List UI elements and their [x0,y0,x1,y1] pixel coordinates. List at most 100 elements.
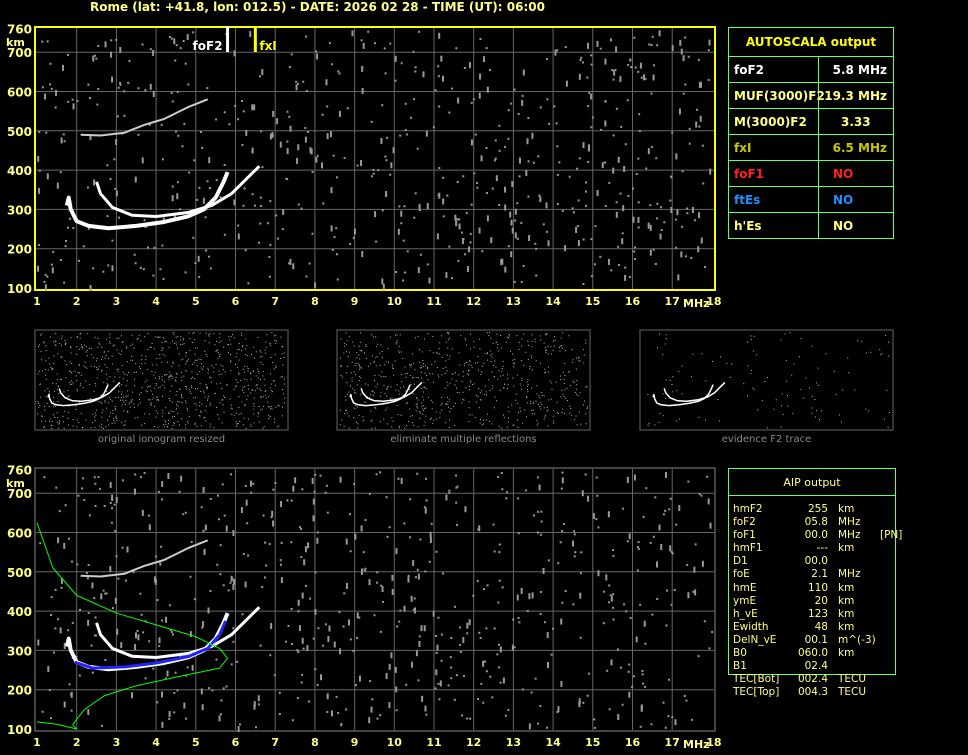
noise-dot [57,421,59,423]
noise-dot [389,42,392,45]
noise-dot [423,424,425,426]
noise-dot [220,382,222,384]
noise-dot [218,715,221,722]
noise-dot [635,173,638,176]
noise-dot [286,499,289,502]
noise-dot [427,396,429,398]
noise-dot [48,390,50,392]
noise-dot [222,368,224,370]
noise-dot [574,551,577,554]
noise-dot [269,373,271,375]
noise-dot [229,398,231,400]
noise-dot [409,374,411,376]
noise-dot [480,682,483,685]
noise-dot [436,366,438,368]
noise-dot [604,58,607,65]
noise-dot [61,64,64,71]
noise-dot [137,87,140,90]
noise-dot [418,411,420,413]
noise-dot [487,359,489,361]
noise-dot [222,399,224,401]
noise-dot [696,108,699,111]
noise-dot [664,343,666,345]
noise-dot [111,76,114,83]
noise-dot [454,425,456,427]
noise-dot [662,415,664,417]
noise-dot [612,549,615,552]
noise-dot [169,628,172,631]
noise-dot [97,44,100,47]
noise-dot [345,399,347,401]
noise-dot [466,362,468,364]
noise-dot [782,413,784,415]
noise-dot [520,587,523,594]
noise-dot [441,75,444,82]
noise-dot [307,542,310,549]
noise-dot [258,370,260,372]
noise-dot [120,397,122,399]
noise-dot [216,349,218,351]
noise-dot [557,413,559,415]
noise-dot [230,353,232,355]
noise-dot [415,410,417,412]
noise-dot [182,339,184,341]
noise-dot [54,106,57,109]
noise-dot [469,241,472,244]
noise-dot [79,401,81,403]
noise-dot [151,398,153,400]
noise-dot [543,407,545,409]
noise-dot [505,497,508,500]
noise-dot [560,487,563,490]
noise-dot [388,663,391,670]
x-tick-label: 10 [387,295,403,308]
noise-dot [686,212,689,215]
noise-dot [144,423,146,425]
noise-dot [448,399,450,401]
noise-dot [569,412,571,414]
noise-dot [698,212,701,219]
noise-dot [692,590,695,593]
noise-dot [623,165,626,172]
noise-dot [258,413,260,415]
noise-dot [92,357,94,359]
noise-dot [123,401,125,403]
noise-dot [880,354,882,356]
noise-dot [848,372,850,374]
noise-dot [94,366,96,368]
noise-dot [564,245,567,252]
noise-dot [419,367,421,369]
noise-dot [200,363,202,365]
noise-dot [79,384,81,386]
noise-dot [585,386,587,388]
noise-dot [208,342,210,344]
noise-dot [631,187,634,190]
noise-dot [171,385,173,387]
x-trace [95,606,261,659]
noise-dot [111,423,113,425]
noise-dot [281,406,283,408]
noise-dot [687,480,690,483]
noise-dot [539,335,541,337]
noise-dot [340,724,343,727]
noise-dot [530,691,533,694]
noise-dot [470,333,472,335]
noise-dot [207,367,209,369]
noise-dot [219,402,221,404]
noise-dot [394,398,396,400]
noise-dot [624,266,627,269]
noise-dot [578,359,580,361]
noise-dot [140,476,143,479]
noise-dot [699,81,702,88]
noise-dot [188,358,190,360]
noise-dot [274,418,276,420]
noise-dot [422,413,424,415]
noise-dot [508,337,510,339]
noise-dot [117,368,119,370]
noise-dot [220,699,223,702]
noise-dot [655,561,658,568]
noise-dot [389,173,392,176]
noise-dot [468,360,470,362]
noise-dot [189,575,192,578]
noise-dot [221,388,223,390]
noise-dot [196,359,198,361]
